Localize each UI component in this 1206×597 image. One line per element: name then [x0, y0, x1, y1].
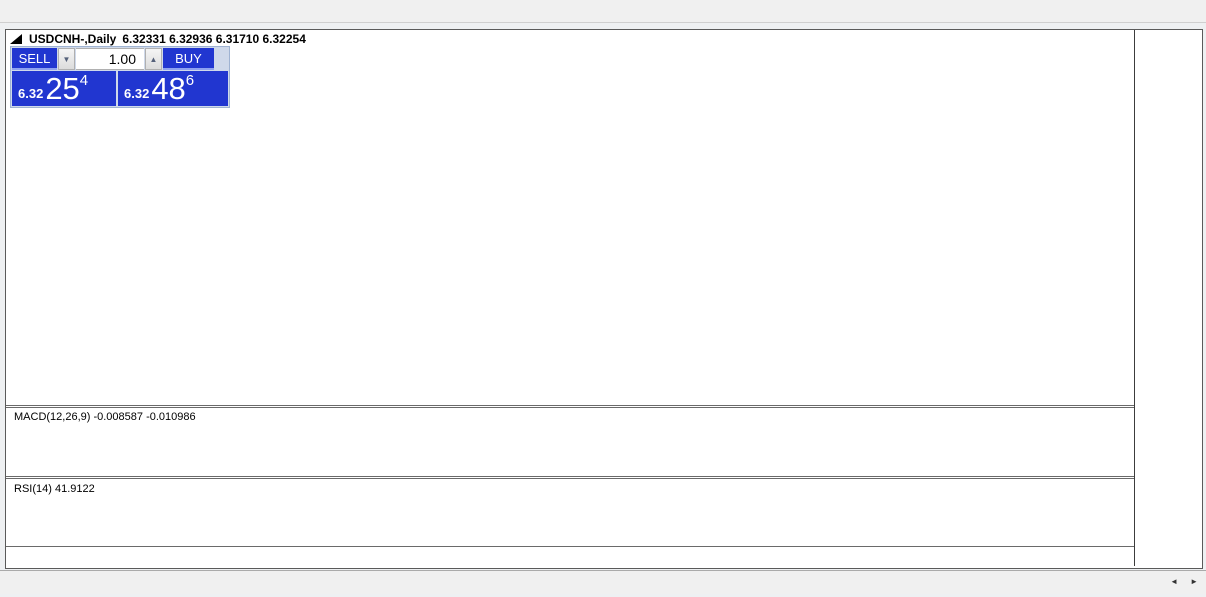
sell-price-button[interactable]: 6.32 25 4: [12, 71, 116, 106]
tab-scroll-left-icon[interactable]: ◄: [1170, 577, 1179, 586]
buy-price-small: 6.32: [124, 86, 150, 101]
macd-indicator-label: MACD(12,26,9) -0.008587 -0.010986: [14, 411, 196, 423]
sell-price-sup: 4: [79, 72, 89, 89]
tab-scroll-right-icon[interactable]: ►: [1190, 577, 1198, 586]
timeframe-toolbar: [0, 0, 1206, 23]
rsi-pane[interactable]: [6, 479, 1134, 546]
buy-button[interactable]: BUY: [163, 48, 214, 70]
chart-ohlc-values: 6.32331 6.32936 6.31710 6.32254: [122, 32, 306, 46]
volume-input[interactable]: [76, 48, 144, 70]
date-axis[interactable]: [6, 547, 1134, 566]
volume-increase-button[interactable]: ▲: [145, 48, 162, 70]
volume-decrease-button[interactable]: ▼: [58, 48, 75, 70]
chart-symbol-label: USDCNH-,Daily: [29, 32, 117, 46]
sell-price-small: 6.32: [18, 86, 44, 101]
chart-tab-bar: ◄ ►: [0, 570, 1206, 594]
sell-button[interactable]: SELL: [12, 48, 57, 70]
buy-price-big: 48: [151, 70, 186, 106]
pane-separator: [6, 546, 1134, 547]
price-axis[interactable]: [1134, 30, 1201, 566]
chart-window: USDCNH-,Daily 6.32331 6.32936 6.31710 6.…: [5, 29, 1203, 569]
rsi-indicator-label: RSI(14) 41.9122: [14, 483, 95, 495]
sell-price-big: 25: [45, 70, 80, 106]
buy-price-button[interactable]: 6.32 48 6: [118, 71, 228, 106]
pane-separator[interactable]: [6, 476, 1134, 479]
chart-corner-triangle-icon: [10, 33, 22, 44]
chart-plot-area: USDCNH-,Daily 6.32331 6.32936 6.31710 6.…: [6, 30, 1134, 566]
pane-separator[interactable]: [6, 405, 1134, 408]
one-click-trading-panel: SELL ▼ ▲ BUY 6.32 25 4 6.32 48 6: [10, 46, 230, 108]
buy-price-sup: 6: [185, 72, 195, 89]
chart-title: USDCNH-,Daily 6.32331 6.32936 6.31710 6.…: [10, 32, 306, 46]
